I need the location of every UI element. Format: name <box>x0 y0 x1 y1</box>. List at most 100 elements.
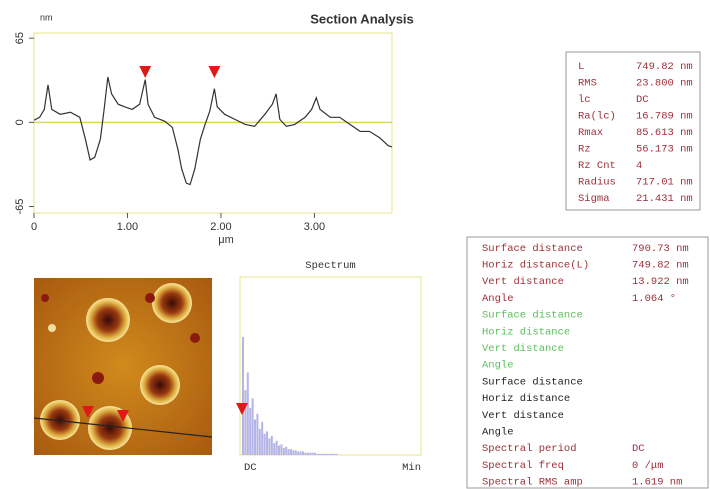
spectrum-bar <box>309 452 312 455</box>
measure-label: Horiz distance <box>482 393 570 405</box>
spectrum-bar <box>335 453 338 455</box>
stat-label: Rz <box>578 143 591 155</box>
spectrum-bar <box>273 443 276 455</box>
spectrum-bar <box>256 413 259 455</box>
spectrum-bar <box>270 436 273 455</box>
title: Section Analysis <box>310 11 414 26</box>
stat-label: L <box>578 61 584 73</box>
x-tick-label: 1.00 <box>117 221 138 233</box>
spectrum-bar <box>318 453 321 455</box>
spectrum-bar <box>311 452 314 455</box>
spectrum-bar <box>316 453 319 455</box>
spectrum-bar <box>314 452 316 455</box>
measure-label: Angle <box>482 360 514 372</box>
stats-box <box>565 51 701 211</box>
spectrum-bar <box>258 429 261 455</box>
measure-label: Surface distance <box>482 310 583 322</box>
y-tick-label: 65 <box>14 32 26 44</box>
spectrum-bar <box>292 450 295 455</box>
measure-label: Angle <box>482 426 514 438</box>
measure-label: Spectral RMS amp <box>482 477 583 489</box>
spectrum-bar <box>275 440 278 455</box>
stat-value: 56.173 nm <box>636 143 693 155</box>
spectrum-bar <box>266 431 268 455</box>
spectrum-bar <box>251 398 254 455</box>
spectrum-bar <box>242 337 244 455</box>
profile-line <box>33 76 393 186</box>
measure-label: Angle <box>482 293 514 305</box>
stat-label: RMS <box>578 77 597 89</box>
measure-value: 1.619 nm <box>632 477 682 489</box>
measure-label: Spectral period <box>482 443 577 455</box>
spectrum-bar <box>330 453 333 455</box>
spectrum-bar <box>249 407 252 455</box>
stat-label: lc <box>578 94 591 106</box>
x-end-label: Min <box>402 462 421 474</box>
spectrum-bar <box>287 449 290 455</box>
spectrum-bar <box>323 453 326 455</box>
measure-label: Horiz distance(L) <box>482 259 589 271</box>
x-end-label: DC <box>244 462 257 474</box>
cursor <box>139 66 152 78</box>
measure-label: Vert distance <box>482 343 564 355</box>
stat-value: DC <box>636 94 649 106</box>
y-tick-label: -65 <box>14 199 26 215</box>
measure-value: 1.064 ° <box>632 293 676 305</box>
stat-label: Rz Cnt <box>578 160 616 172</box>
measurements-box <box>466 236 709 489</box>
y-unit: nm <box>40 12 53 22</box>
spectrum-bar <box>246 372 249 455</box>
x-unit: μm <box>218 234 234 246</box>
spectrum-bar <box>254 419 256 455</box>
spectrum-bar <box>321 453 324 455</box>
measure-label: Spectral freq <box>482 460 564 472</box>
stat-value: 23.800 nm <box>636 77 693 89</box>
stat-value: 749.82 nm <box>636 61 693 73</box>
x-tick-label: 0 <box>31 221 37 233</box>
spectrum-bar <box>304 452 307 455</box>
measure-label: Horiz distance <box>482 326 570 338</box>
spectrum-frame <box>239 276 422 456</box>
measure-label: Vert distance <box>482 410 564 422</box>
x-tick-label: 2.00 <box>210 221 231 233</box>
stat-label: Rmax <box>578 127 603 139</box>
spectrum-bar <box>297 451 300 455</box>
stat-value: 21.431 nm <box>636 193 693 205</box>
x-tick-label: 3.00 <box>304 221 325 233</box>
stat-label: Sigma <box>578 193 610 205</box>
measure-value: 749.82 nm <box>632 259 689 271</box>
spectrum-bar <box>302 451 304 455</box>
spectrum-bar <box>333 453 336 455</box>
stat-label: Ra(lc) <box>578 110 616 122</box>
spectrum-bar <box>268 438 271 455</box>
measure-value: 13.922 nm <box>632 276 689 288</box>
stat-value: 85.613 nm <box>636 127 693 139</box>
stat-value: 717.01 nm <box>636 176 693 188</box>
measure-value: 790.73 nm <box>632 243 689 255</box>
spectrum-bar <box>280 444 283 455</box>
spectrum-bar <box>299 451 302 455</box>
stat-value: 16.789 nm <box>636 110 693 122</box>
measure-label: Vert distance <box>482 276 564 288</box>
cursor <box>208 66 221 78</box>
spectrum-bar <box>326 453 328 455</box>
spectrum-bar <box>306 452 309 455</box>
spectrum-bar <box>244 390 247 455</box>
spectrum-bar <box>261 421 264 455</box>
spectrum-bar <box>290 449 292 455</box>
measure-label: Surface distance <box>482 243 583 255</box>
spectrum-bar <box>294 450 297 455</box>
measure-label: Surface distance <box>482 376 583 388</box>
y-tick-label: 0 <box>14 119 26 125</box>
spectrum-bar <box>285 446 288 455</box>
afm-image <box>33 278 213 455</box>
cursor <box>236 403 248 415</box>
spectrum-bar <box>282 447 285 455</box>
spectrum-bar <box>328 453 331 455</box>
spectrum-bar <box>278 445 280 455</box>
stat-value: 4 <box>636 160 642 172</box>
measure-value: 0 /μm <box>632 460 664 472</box>
spectrum-title: Spectrum <box>305 260 355 272</box>
